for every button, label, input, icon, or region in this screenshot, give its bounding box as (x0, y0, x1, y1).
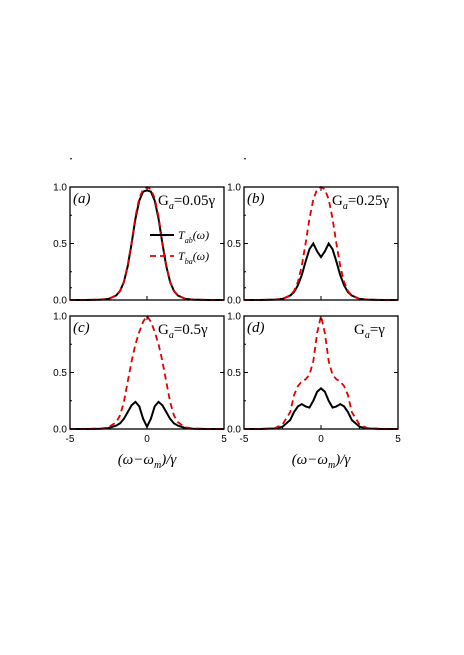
series-tba-line (70, 314, 224, 430)
param-label: Ga=γ (354, 322, 385, 341)
x-tick-label: 5 (221, 434, 227, 445)
x-tick-label: 0 (318, 434, 324, 445)
y-tick-label: 1.0 (227, 183, 241, 194)
param-label: Ga=0.05γ (158, 193, 216, 212)
series-tab-line (244, 386, 398, 430)
panel-b: 0.0 0.5 1.0 (b) Ga=0.25γ (227, 158, 399, 307)
x-tick-label: -5 (240, 434, 249, 445)
panel-label: (d) (247, 320, 265, 336)
x-tick-label: 5 (395, 434, 401, 445)
series-tba-line (244, 315, 398, 430)
x-tick-label: -5 (66, 434, 75, 445)
y-tick-label: 0.0 (53, 425, 67, 436)
y-tick-label: 1.0 (227, 312, 241, 323)
y-tick-label: 0.0 (53, 296, 67, 307)
series-tab-line (70, 400, 224, 430)
panel-c: 0.0 0.5 1.0 -5 0 5 (c) Ga=0.5γ (ω−ωm)/γ (53, 287, 227, 471)
legend: Tab(ω) Tba(ω) (150, 228, 209, 266)
param-label: Ga=0.25γ (332, 193, 390, 212)
param-label: Ga=0.5γ (158, 322, 208, 341)
panel-d: 0.0 0.5 1.0 -5 0 5 (d) Ga=γ (ω−ωm)/γ (227, 287, 401, 471)
x-axis-label: (ω−ωm)/γ (118, 452, 178, 471)
x-axis-label: (ω−ωm)/γ (292, 452, 352, 471)
y-tick-label: 0.5 (227, 368, 241, 379)
panel-label: (b) (247, 191, 265, 207)
legend-entry: Tba(ω) (178, 249, 209, 266)
series-tab-line (244, 241, 398, 301)
legend-entry: Tab(ω) (178, 228, 209, 245)
y-tick-label: 0.0 (227, 296, 241, 307)
y-tick-label: 0.5 (227, 239, 241, 250)
y-tick-label: 1.0 (53, 183, 67, 194)
panel-label: (a) (73, 191, 91, 207)
panel-a: 0.0 0.5 1.0 (a) Ga=0.05γ (53, 158, 225, 307)
y-tick-label: 0.5 (53, 239, 67, 250)
y-tick-label: 1.0 (53, 312, 67, 323)
x-tick-label: 0 (144, 434, 150, 445)
y-tick-label: 0.5 (53, 368, 67, 379)
panel-label: (c) (73, 320, 90, 336)
y-tick-label: 0.0 (227, 425, 241, 436)
